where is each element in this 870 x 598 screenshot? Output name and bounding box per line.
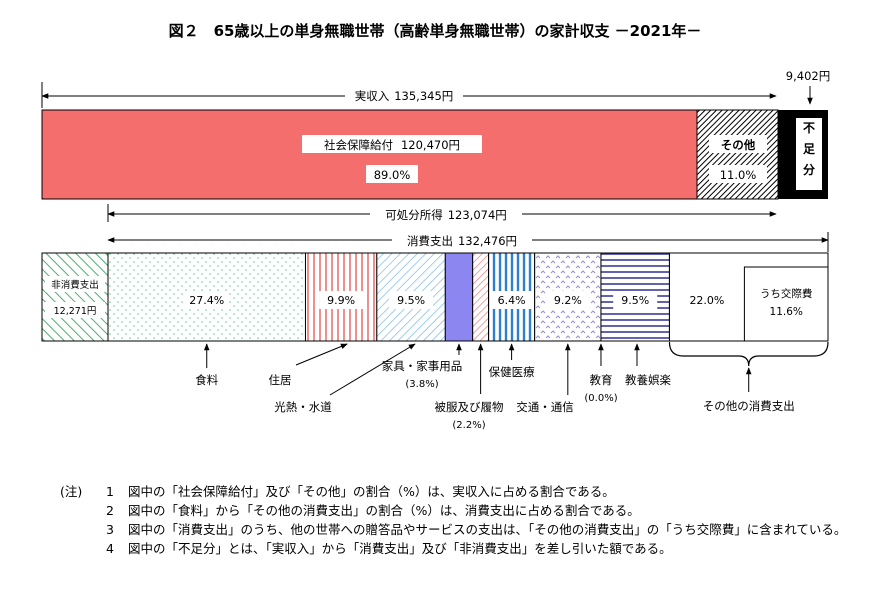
income-label: 実収入 135,345円	[355, 89, 454, 103]
callout-utilities: 光熱・水道	[274, 400, 332, 414]
callout-sub-clothing: (2.2%)	[452, 420, 485, 431]
amount-non-consumption: 12,271円	[54, 306, 97, 317]
callout-medical: 保健医療	[489, 365, 535, 379]
callout-recreation: 教養娯楽	[625, 373, 671, 387]
pct-housing: 9.9%	[327, 294, 355, 307]
callout-sub-furniture: (3.8%)	[405, 379, 438, 390]
note-text: 図中の「食料」から「その他の消費支出」の割合（%）は、消費支出に占める割合である…	[128, 503, 640, 518]
pct-other-consumption: 22.0%	[689, 294, 724, 307]
bar-furniture	[444, 252, 474, 342]
callout-food: 食料	[195, 373, 218, 387]
note-number: 1	[106, 484, 114, 499]
bar-social-security	[41, 109, 698, 200]
consumption-label: 消費支出 132,476円	[407, 234, 517, 248]
notes-head: (注)	[60, 484, 83, 499]
note-text: 図中の「消費支出」のうち、他の世帯への贈答品やサービスの支出は、「その他の消費支…	[128, 522, 847, 537]
deficit-amount: 9,402円	[786, 69, 830, 83]
disposable-label: 可処分所得 123,074円	[385, 208, 507, 222]
bar-entertainment	[743, 266, 829, 342]
chart: 図２ 65歳以上の単身無職世帯（高齢単身無職世帯）の家計収支 －2021年－ 実…	[41, 22, 830, 431]
note-text: 図中の「不足分」とは、「実収入」から「消費支出」及び「非消費支出」を差し引いた額…	[128, 541, 672, 556]
callout-other-consumption: その他の消費支出	[703, 399, 795, 413]
note-row: 4 図中の「不足分」とは、「実収入」から「消費支出」及び「非消費支出」を差し引い…	[60, 539, 860, 558]
note-row: 3 図中の「消費支出」のうち、他の世帯への贈答品やサービスの支出は、「その他の消…	[60, 520, 860, 539]
note-number: 2	[106, 503, 114, 518]
note-row: (注) 1 図中の「社会保障給付」及び「その他」の割合（%）は、実収入に占める割…	[60, 482, 860, 501]
deficit-label: 不足分	[803, 121, 815, 177]
note-text: 図中の「社会保障給付」及び「その他」の割合（%）は、実収入に占める割合である。	[128, 484, 615, 499]
pct-food: 27.4%	[189, 294, 224, 307]
callout-transport: 交通・通信	[516, 400, 574, 414]
other-income-label: その他	[721, 138, 756, 152]
bar-other-income	[696, 109, 779, 200]
pct-recreation: 9.5%	[621, 294, 649, 307]
callout-sub-education: (0.0%)	[584, 393, 617, 404]
bar-clothing	[472, 252, 490, 342]
note-number: 4	[106, 541, 114, 556]
pct-transport: 9.2%	[554, 294, 582, 307]
social-security-pct: 89.0%	[374, 168, 411, 182]
pct-utilities: 9.5%	[397, 294, 425, 307]
callout-education: 教育	[590, 373, 613, 387]
bar-non-consumption	[41, 252, 109, 342]
label-non-consumption: 非消費支出	[51, 279, 99, 291]
callout-clothing: 被服及び履物	[435, 400, 504, 414]
label-entertainment: うち交際費	[760, 287, 813, 300]
note-number: 3	[106, 522, 114, 537]
pct-entertainment: 11.6%	[770, 306, 803, 318]
pct-medical: 6.4%	[498, 294, 526, 307]
social-security-label: 社会保障給付 120,470円	[324, 138, 460, 152]
callout-housing: 住居	[269, 373, 292, 387]
other-income-pct: 11.0%	[720, 168, 757, 182]
note-row: 2 図中の「食料」から「その他の消費支出」の割合（%）は、消費支出に占める割合で…	[60, 501, 860, 520]
callout-furniture: 家具・家事用品	[382, 359, 463, 373]
chart-title: 図２ 65歳以上の単身無職世帯（高齢単身無職世帯）の家計収支 －2021年－	[169, 22, 702, 40]
notes: (注) 1 図中の「社会保障給付」及び「その他」の割合（%）は、実収入に占める割…	[60, 482, 860, 558]
